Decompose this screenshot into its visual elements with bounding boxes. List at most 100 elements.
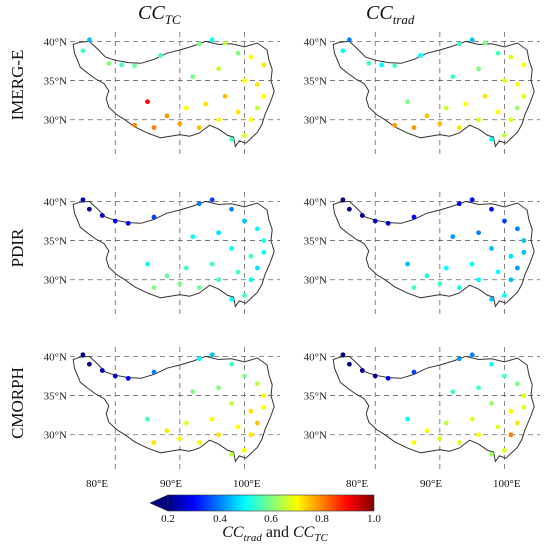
station-point	[132, 122, 138, 128]
station-point	[489, 401, 494, 406]
station-point	[379, 62, 385, 68]
station-point	[437, 121, 443, 127]
station-point	[514, 105, 520, 111]
station-point	[450, 74, 456, 80]
station-point	[508, 277, 514, 283]
station-point	[521, 393, 527, 398]
plateau-boundary	[72, 200, 275, 308]
station-point	[177, 281, 183, 287]
colorbar-extend-arrow	[150, 494, 169, 512]
plateau-boundary	[72, 355, 275, 463]
station-point	[495, 424, 501, 430]
station-point	[508, 432, 514, 438]
station-point	[489, 206, 494, 212]
lat-tick-label: 30°N	[44, 430, 67, 442]
plateau-boundary	[332, 355, 535, 463]
station-point	[495, 269, 501, 275]
station-point	[248, 432, 254, 438]
station-point	[469, 197, 475, 203]
station-point	[248, 277, 254, 283]
lat-tick-label: 30°N	[304, 430, 327, 442]
station-point	[235, 50, 241, 56]
station-point	[261, 393, 267, 398]
colorbar-tick-0-6: 0.6	[264, 513, 278, 525]
station-point	[392, 122, 398, 128]
station-point	[489, 136, 494, 142]
station-point	[372, 218, 378, 224]
station-point	[476, 117, 482, 123]
lat-tick-label: 30°N	[44, 275, 67, 287]
station-point	[209, 37, 215, 43]
map-panel-imerg-e-cc-tc: 40°N 35°N 30°N	[44, 32, 280, 155]
station-point	[196, 285, 202, 290]
station-point	[254, 265, 260, 271]
station-point	[411, 440, 417, 445]
lat-tick-label: 30°N	[44, 115, 67, 127]
station-point	[80, 352, 86, 358]
station-point	[521, 62, 527, 68]
station-point	[99, 368, 105, 373]
station-point	[346, 206, 352, 212]
station-point	[476, 432, 482, 438]
station-point	[145, 99, 150, 105]
station-point	[456, 356, 462, 362]
station-point	[340, 48, 346, 54]
station-point	[514, 226, 520, 232]
station-point	[424, 428, 430, 434]
lat-tick-label: 40°N	[304, 36, 327, 48]
station-point	[456, 201, 462, 207]
station-point	[521, 249, 527, 255]
station-point	[216, 230, 222, 236]
plateau-boundary	[332, 200, 535, 308]
lat-tick-label: 40°N	[304, 351, 327, 363]
station-point	[443, 105, 449, 111]
station-point	[164, 113, 170, 119]
station-point	[443, 420, 449, 426]
station-point	[508, 54, 514, 60]
station-point	[495, 109, 501, 115]
station-point	[463, 101, 469, 107]
lat-tick-label: 40°N	[44, 36, 67, 48]
station-point	[411, 125, 417, 130]
column-title-cc-trad: CCtrad	[366, 2, 415, 27]
station-point	[495, 50, 501, 56]
station-point	[469, 37, 475, 43]
station-point	[254, 105, 260, 111]
station-point	[476, 230, 482, 236]
station-point	[502, 293, 507, 298]
station-point	[476, 66, 482, 72]
station-point	[489, 451, 494, 457]
lat-tick-label: 40°N	[44, 351, 67, 363]
lat-tick-label: 35°N	[304, 76, 327, 88]
station-point	[151, 285, 157, 290]
station-point	[456, 285, 462, 290]
colorbar-tick-1-0: 1.0	[367, 513, 381, 525]
station-point	[359, 368, 365, 373]
station-point	[151, 125, 157, 130]
station-point	[261, 249, 267, 255]
station-point	[261, 238, 267, 243]
station-point	[405, 416, 410, 422]
station-point	[489, 361, 494, 367]
station-point	[80, 48, 86, 54]
station-point	[216, 66, 222, 72]
plateau-boundary	[332, 40, 535, 148]
station-point	[209, 416, 215, 422]
station-point	[151, 214, 157, 220]
station-point	[424, 273, 430, 279]
station-point	[482, 40, 488, 46]
station-point	[196, 125, 202, 130]
station-point	[229, 401, 234, 406]
station-point	[476, 277, 482, 283]
lon-tick-80e-right: 80°E	[346, 478, 369, 490]
station-point	[164, 273, 170, 279]
lat-tick-label: 30°N	[304, 115, 327, 127]
colorbar-tick-0-4: 0.4	[213, 513, 227, 525]
station-point	[235, 109, 241, 115]
station-point	[222, 93, 228, 99]
station-point	[106, 60, 112, 66]
station-point	[229, 246, 234, 251]
station-point	[254, 381, 260, 387]
station-point	[392, 63, 398, 69]
station-point	[502, 133, 507, 138]
